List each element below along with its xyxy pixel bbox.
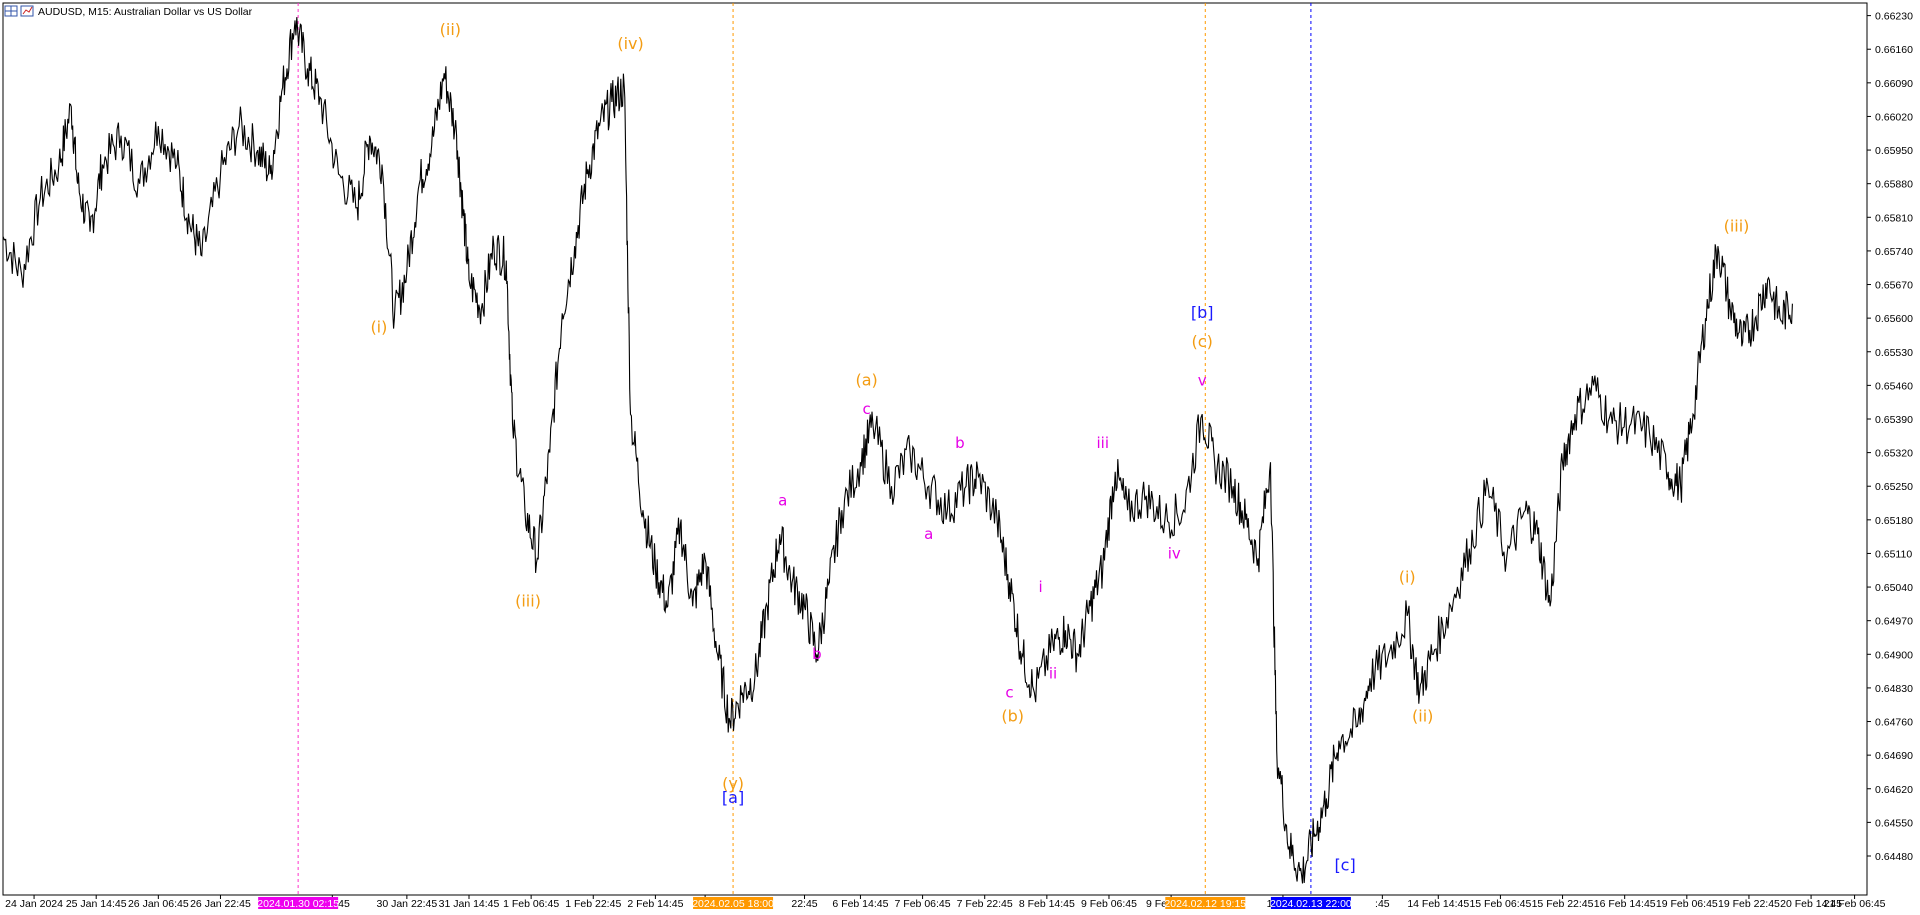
wave-label: (c) — [1192, 332, 1213, 351]
y-tick-label: 0.66020 — [1875, 111, 1913, 123]
plot-frame — [2, 2, 1868, 896]
x-tick-label: 19 Feb 06:45 — [1656, 898, 1718, 910]
x-tick-label: 1 Feb 06:45 — [503, 898, 559, 910]
x-tick-label: 15 Feb 22:45 — [1532, 898, 1594, 910]
wave-label: b — [955, 434, 965, 452]
wave-label: a — [778, 491, 787, 509]
wave-label: b — [812, 645, 822, 663]
time-badge — [693, 897, 774, 909]
x-tick-label: 21 Feb 06:45 — [1824, 898, 1886, 910]
x-tick-label: 1 Feb 22:45 — [565, 898, 621, 910]
y-tick-label: 0.66230 — [1875, 11, 1913, 23]
wave-annotations: (ii)(iv)(i)(iii)(y)[a]ab(a)cbac(b)iiiiii… — [370, 20, 1749, 875]
x-tick-label: 15 Feb 06:45 — [1469, 898, 1531, 910]
y-tick-label: 0.64970 — [1875, 616, 1913, 628]
y-tick-label: 0.64480 — [1875, 851, 1913, 863]
y-tick-label: 0.65530 — [1875, 347, 1913, 359]
time-badge-label: 2024.02.12 19:15 — [1164, 898, 1246, 910]
x-tick-label: 16 Feb 14:45 — [1594, 898, 1656, 910]
wave-label: (a) — [856, 370, 878, 389]
y-tick-label: 0.65040 — [1875, 582, 1913, 594]
wave-label: a — [924, 525, 933, 543]
wave-label: i — [1039, 578, 1043, 596]
x-tick-label: 22:45 — [791, 898, 817, 910]
price-series — [2, 17, 1793, 884]
vertical-lines — [297, 3, 1312, 895]
wave-label: c — [863, 400, 871, 418]
time-badges: 2024.01.30 02:15 2024.02.05 18:00 2024.02.… — [257, 897, 1352, 910]
wave-label: (i) — [370, 318, 387, 337]
time-badge — [1165, 897, 1246, 909]
y-tick-label: 0.64690 — [1875, 750, 1913, 762]
x-tick-label: 30 Jan 22:45 — [377, 898, 438, 910]
time-badge-label: 2024.01.30 02:15 — [257, 898, 339, 910]
y-tick-label: 0.66160 — [1875, 44, 1913, 56]
wave-label: c — [1005, 684, 1013, 702]
wave-label: (i) — [1399, 567, 1416, 586]
x-tick-label: 31 Jan 14:45 — [439, 898, 500, 910]
chart-type-icon[interactable] — [20, 5, 34, 17]
y-tick-label: 0.65460 — [1875, 380, 1913, 392]
y-tick-label: 0.65320 — [1875, 448, 1913, 460]
wave-label: (iii) — [515, 591, 541, 610]
wave-label: v — [1198, 371, 1207, 389]
wave-label: ii — [1049, 664, 1057, 682]
y-tick-label: 0.64900 — [1875, 649, 1913, 661]
y-axis: 0.66230 0.66160 0.66090 0.66020 0.65950 0.658… — [1867, 11, 1913, 863]
time-badge — [258, 897, 339, 909]
y-tick-label: 0.65390 — [1875, 414, 1913, 426]
x-tick-label: 9 Feb 06:45 — [1081, 898, 1137, 910]
wave-label: (y) — [722, 774, 744, 793]
y-tick-label: 0.65250 — [1875, 481, 1913, 493]
x-tick-label: 6 Feb 14:45 — [832, 898, 888, 910]
x-tick-label: 7 Feb 22:45 — [957, 898, 1013, 910]
wave-label: (ii) — [1412, 707, 1433, 726]
price-line — [2, 17, 1793, 884]
x-tick-label: 20 Feb 14:45 — [1780, 898, 1842, 910]
y-tick-label: 0.65670 — [1875, 280, 1913, 292]
symbol-title: AUDUSD, M15: Australian Dollar vs US Dol… — [38, 6, 253, 18]
wave-label: iii — [1097, 434, 1110, 452]
y-tick-label: 0.66090 — [1875, 78, 1913, 90]
wave-label: (iii) — [1724, 217, 1750, 236]
chart-header: AUDUSD, M15: Australian Dollar vs US Dol… — [4, 5, 253, 18]
y-tick-label: 0.65950 — [1875, 145, 1913, 157]
y-tick-label: 0.64550 — [1875, 817, 1913, 829]
x-tick-label: 19 Feb 22:45 — [1718, 898, 1780, 910]
y-tick-label: 0.65880 — [1875, 179, 1913, 191]
x-tick-label: 14 Feb 14:45 — [1407, 898, 1469, 910]
wave-label: [b] — [1191, 303, 1214, 322]
y-tick-label: 0.64830 — [1875, 683, 1913, 695]
y-tick-label: 0.65180 — [1875, 515, 1913, 527]
x-tick-label: 24 Jan 2024 — [5, 898, 63, 910]
y-tick-label: 0.65810 — [1875, 212, 1913, 224]
time-badge-label: 2024.02.13 22:00 — [1270, 898, 1352, 910]
wave-label: (iv) — [617, 34, 643, 53]
y-tick-label: 0.65740 — [1875, 246, 1913, 258]
wave-label: [c] — [1334, 855, 1355, 874]
y-tick-label: 0.65110 — [1875, 548, 1912, 560]
wave-label: [a] — [722, 788, 744, 807]
time-badge-label: 2024.02.05 18:00 — [692, 898, 774, 910]
x-tick-label: 2 Feb 14:45 — [627, 898, 683, 910]
x-tick-label: 26 Jan 22:45 — [190, 898, 251, 910]
x-tick-label: 25 Jan 14:45 — [66, 898, 127, 910]
x-tick-label: 8 Feb 14:45 — [1019, 898, 1075, 910]
time-badge — [1270, 897, 1351, 909]
y-tick-label: 0.65600 — [1875, 313, 1913, 325]
wave-label: (ii) — [440, 20, 461, 39]
wave-label: iv — [1168, 544, 1181, 562]
x-tick-label: :45 — [1375, 898, 1390, 910]
y-tick-label: 0.64620 — [1875, 784, 1913, 796]
chart-type-icon-line — [22, 6, 33, 15]
y-tick-label: 0.64760 — [1875, 717, 1913, 729]
wave-label: (b) — [1001, 707, 1024, 726]
x-tick-label: 7 Feb 06:45 — [895, 898, 951, 910]
x-tick-label: 26 Jan 06:45 — [128, 898, 189, 910]
